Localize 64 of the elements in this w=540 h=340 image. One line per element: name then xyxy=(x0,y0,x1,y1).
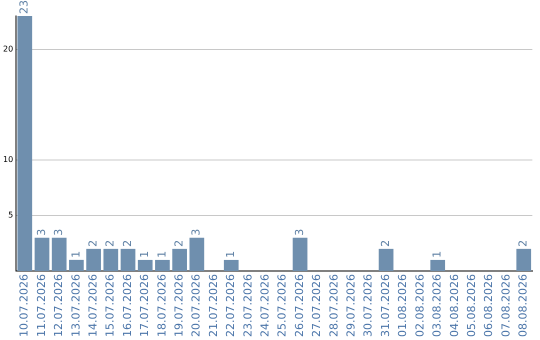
data-label: 3 xyxy=(34,228,48,236)
x-tick-label: 01.08.2026 xyxy=(396,274,410,338)
x-tick-label: 28.07.2026 xyxy=(327,274,340,338)
y-tick-label: 20 xyxy=(2,44,14,54)
x-tick-label: 21.07.2026 xyxy=(206,274,220,338)
y-tick-label: 5 xyxy=(8,210,14,220)
x-tick-label: 24.07.2026 xyxy=(258,274,272,338)
x-tick-label: 03.08.2026 xyxy=(430,274,444,338)
bar xyxy=(155,260,170,272)
y-tick-label: 10 xyxy=(2,155,14,164)
bar xyxy=(189,238,204,272)
x-tick-label: 02.08.2026 xyxy=(413,274,426,338)
data-label: 2 xyxy=(172,240,186,247)
bar xyxy=(516,248,532,272)
x-tick-label: 31.07.2026 xyxy=(378,274,392,338)
x-tick-label: 22.07.2026 xyxy=(224,274,238,338)
data-label: 2 xyxy=(516,240,530,247)
x-tick-label: 18.07.2026 xyxy=(155,274,168,338)
bar xyxy=(120,248,136,272)
x-tick-label: 10.07.2026 xyxy=(18,274,31,338)
x-tick-label: 25.07.2026 xyxy=(276,274,289,338)
data-label: 1 xyxy=(224,250,238,258)
x-tick-label: 16.07.2026 xyxy=(120,274,134,338)
bar xyxy=(86,248,101,272)
x-tick-label: 06.08.2026 xyxy=(482,274,496,338)
data-label: 3 xyxy=(190,228,203,236)
x-tick-label: 13.07.2026 xyxy=(69,274,82,338)
bar xyxy=(52,238,67,272)
data-label: 1 xyxy=(430,250,444,258)
data-label: 2 xyxy=(378,240,392,247)
x-tick-label: 19.07.2026 xyxy=(172,274,186,338)
x-tick-label: 14.07.2026 xyxy=(86,274,100,338)
data-label: 2 xyxy=(86,240,100,247)
data-label: 1 xyxy=(138,250,152,258)
bar xyxy=(138,260,153,272)
data-label: 3 xyxy=(292,228,306,236)
data-label: 23 xyxy=(18,0,31,14)
x-tick-label: 26.07.2026 xyxy=(292,274,306,338)
bar xyxy=(378,248,394,272)
bar xyxy=(172,248,187,272)
bar xyxy=(292,238,308,272)
data-label: 1 xyxy=(69,250,82,258)
x-tick-label: 12.07.2026 xyxy=(52,274,66,338)
bar xyxy=(34,238,50,272)
data-label: 2 xyxy=(104,240,117,247)
bar xyxy=(69,260,84,272)
x-tick-label: 30.07.2026 xyxy=(362,274,375,338)
x-tick-label: 11.07.2026 xyxy=(34,274,48,338)
x-tick-label: 29.07.2026 xyxy=(344,274,358,338)
x-tick-label: 20.07.2026 xyxy=(190,274,203,338)
x-tick-label: 17.07.2026 xyxy=(138,274,152,338)
bar xyxy=(430,260,446,272)
data-label: 1 xyxy=(155,250,168,258)
bar xyxy=(103,248,118,272)
x-tick-label: 05.08.2026 xyxy=(464,274,478,338)
x-tick-label: 08.08.2026 xyxy=(516,274,530,338)
x-tick-label: 04.08.2026 xyxy=(448,274,461,338)
x-tick-label: 07.08.2026 xyxy=(499,274,512,338)
bar xyxy=(224,260,239,272)
data-label: 2 xyxy=(120,240,134,247)
data-label: 3 xyxy=(52,228,66,236)
x-tick-label: 23.07.2026 xyxy=(241,274,254,338)
x-tick-label: 15.07.2026 xyxy=(104,274,117,338)
x-tick-label: 27.07.2026 xyxy=(310,274,324,338)
